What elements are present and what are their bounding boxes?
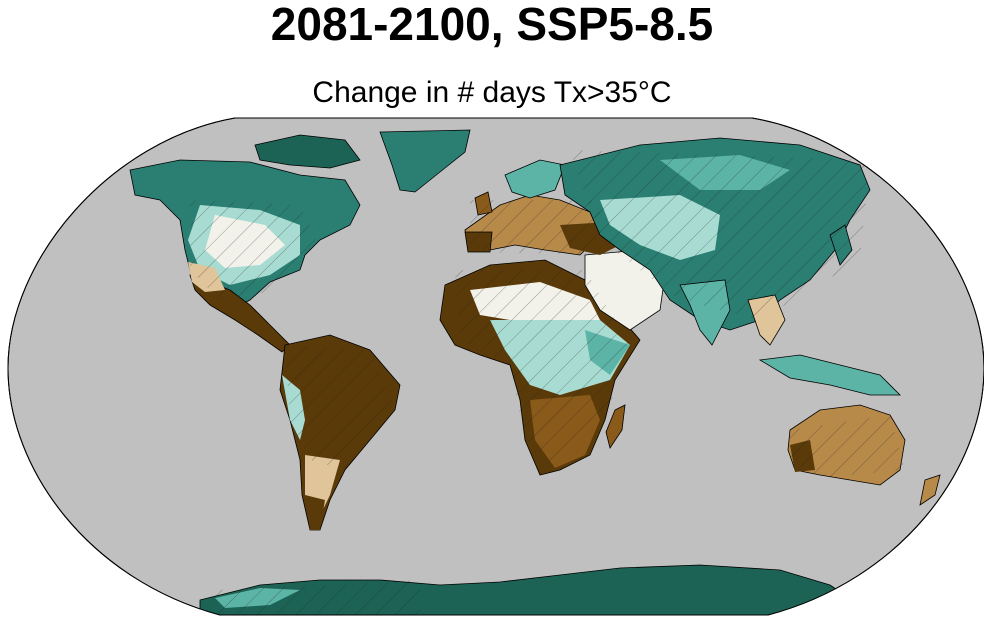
map-subtitle: Change in # days Tx>35°C — [312, 76, 672, 109]
scandinavia — [504, 159, 566, 199]
continents — [129, 129, 941, 615]
indonesia — [758, 354, 901, 396]
patagonia — [305, 495, 325, 530]
arctic-islands — [254, 134, 361, 169]
madagascar — [605, 404, 626, 449]
globe-outline — [7, 117, 984, 616]
greenland — [379, 129, 471, 193]
significance-hatching — [190, 150, 905, 615]
map-title: 2081-2100, SSP5-8.5 — [270, 0, 714, 50]
new-zealand — [919, 474, 941, 506]
